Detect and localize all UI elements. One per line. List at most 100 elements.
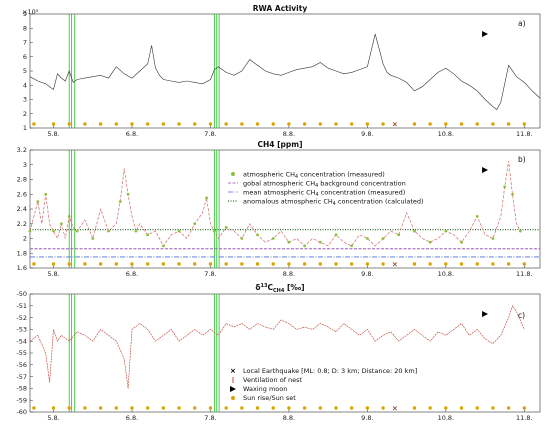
sun-marker xyxy=(475,122,479,126)
sun-marker xyxy=(349,406,354,410)
panel-a-exponent: ×10⁵ xyxy=(22,8,39,16)
y-tick-label: 3.2 xyxy=(17,146,27,154)
y-tick-label: 2.6 xyxy=(17,190,27,198)
ch4-measured-point xyxy=(491,237,495,240)
ch4-measured-point xyxy=(318,240,322,244)
y-tick-label: 2 xyxy=(23,235,27,243)
x-tick-label: 11.8. xyxy=(516,270,533,278)
sun-marker xyxy=(334,122,338,126)
rwa-activity-series-line xyxy=(29,33,541,110)
x-tick-label: 9.8. xyxy=(361,130,373,138)
sun-marker xyxy=(428,122,432,126)
sun-marker xyxy=(83,406,87,410)
ch4-measured-point xyxy=(67,214,71,218)
sun-marker xyxy=(177,406,181,410)
panel-b-title: CH4 [ppm] xyxy=(257,140,302,149)
ch4-measured-point xyxy=(91,237,95,240)
x-tick-label: 10.8. xyxy=(438,270,455,278)
earthquake-marker: × xyxy=(392,405,398,413)
sun-marker xyxy=(114,122,119,126)
y-tick-label: 7 xyxy=(23,39,27,47)
legend-earthquake-label: Local Earthquake [ML: 0.8; D: 3 km; Dist… xyxy=(243,367,417,375)
sun-marker xyxy=(381,262,385,266)
sun-marker xyxy=(287,406,291,410)
ch4-measured-point xyxy=(126,192,130,196)
legend-background-label: gobal atmospheric CH4 background concent… xyxy=(243,180,406,190)
sun-marker xyxy=(302,122,307,126)
ch4-measured-point xyxy=(518,229,522,233)
sun-marker xyxy=(114,406,119,410)
sun-marker xyxy=(224,262,228,266)
ch4-measured-point xyxy=(224,226,228,229)
panel-b-letter: b) xyxy=(518,155,526,164)
sun-marker xyxy=(491,122,495,126)
sun-marker xyxy=(208,406,213,410)
sun-marker xyxy=(475,406,479,410)
y-tick-label: 8 xyxy=(23,24,27,32)
sun-marker xyxy=(208,122,213,126)
sun-marker xyxy=(522,122,527,126)
legend-sun-marker xyxy=(231,396,235,400)
ch4-measured-point xyxy=(177,229,181,233)
waxing-moon-marker xyxy=(482,31,489,37)
y-tick-label: -58 xyxy=(16,385,27,393)
earthquake-marker: × xyxy=(392,261,398,269)
sun-marker xyxy=(334,262,338,266)
sun-marker xyxy=(240,262,244,266)
sun-marker xyxy=(145,262,150,266)
legend-sun-label: Sun rise/Sun set xyxy=(243,394,296,402)
ch4-measured-point xyxy=(475,214,479,218)
sun-marker xyxy=(302,406,307,410)
sun-marker xyxy=(224,122,228,126)
sun-marker xyxy=(365,262,370,266)
sun-marker xyxy=(475,262,479,266)
ch4-measured-point xyxy=(350,244,354,248)
sun-marker xyxy=(255,262,260,266)
sun-marker xyxy=(177,122,181,126)
y-tick-label: 2 xyxy=(23,110,27,118)
y-tick-label: 3 xyxy=(23,161,27,169)
x-tick-label: 8.8. xyxy=(283,130,295,138)
sun-marker xyxy=(145,406,150,410)
sun-marker xyxy=(98,406,103,410)
ch4-legend: atmospheric CH4 concentration (measured)… xyxy=(228,171,424,207)
y-tick-label: 2.4 xyxy=(17,205,27,213)
ch4-measured-point xyxy=(193,222,197,226)
sun-marker xyxy=(459,122,464,126)
sun-marker xyxy=(506,406,511,410)
sun-marker xyxy=(255,406,260,410)
sun-marker xyxy=(130,122,134,126)
ch4-measured-point xyxy=(134,229,138,233)
x-tick-label: 7.8. xyxy=(204,130,216,138)
sun-marker xyxy=(32,262,36,266)
sun-marker xyxy=(67,262,71,266)
y-tick-label: -59 xyxy=(16,396,27,404)
panel-ch4: CH4 [ppm] b) 1.6 1.8 2 2.2 2.4 2.6 2.8 3 3.2 5.8… xyxy=(17,140,541,278)
y-tick-label: -51 xyxy=(16,302,27,310)
ch4-measured-point xyxy=(287,240,291,244)
ch4-measured-point xyxy=(52,229,55,233)
legend-moon-marker xyxy=(230,386,236,392)
sun-marker xyxy=(193,122,197,126)
x-tick-label: 7.8. xyxy=(204,270,216,278)
sun-marker xyxy=(365,406,370,410)
sun-marker xyxy=(271,122,275,126)
sun-marker xyxy=(177,262,181,266)
ch4-measured-point xyxy=(107,229,110,233)
ch4-measured-point xyxy=(240,237,244,240)
x-tick-label: 5.8. xyxy=(47,130,59,138)
y-tick-label: -55 xyxy=(16,349,27,357)
sun-marker xyxy=(365,122,370,126)
ch4-measured-point xyxy=(212,229,216,233)
sun-marker xyxy=(506,122,511,126)
sun-marker xyxy=(114,262,119,266)
sun-marker xyxy=(491,262,495,266)
sun-marker xyxy=(491,406,495,410)
sun-marker xyxy=(130,406,134,410)
x-tick-label: 10.8. xyxy=(438,130,455,138)
ch4-measured-point xyxy=(511,192,514,196)
d13c-series-line xyxy=(29,305,525,389)
sun-marker xyxy=(145,122,150,126)
y-tick-label: 1 xyxy=(23,124,27,132)
